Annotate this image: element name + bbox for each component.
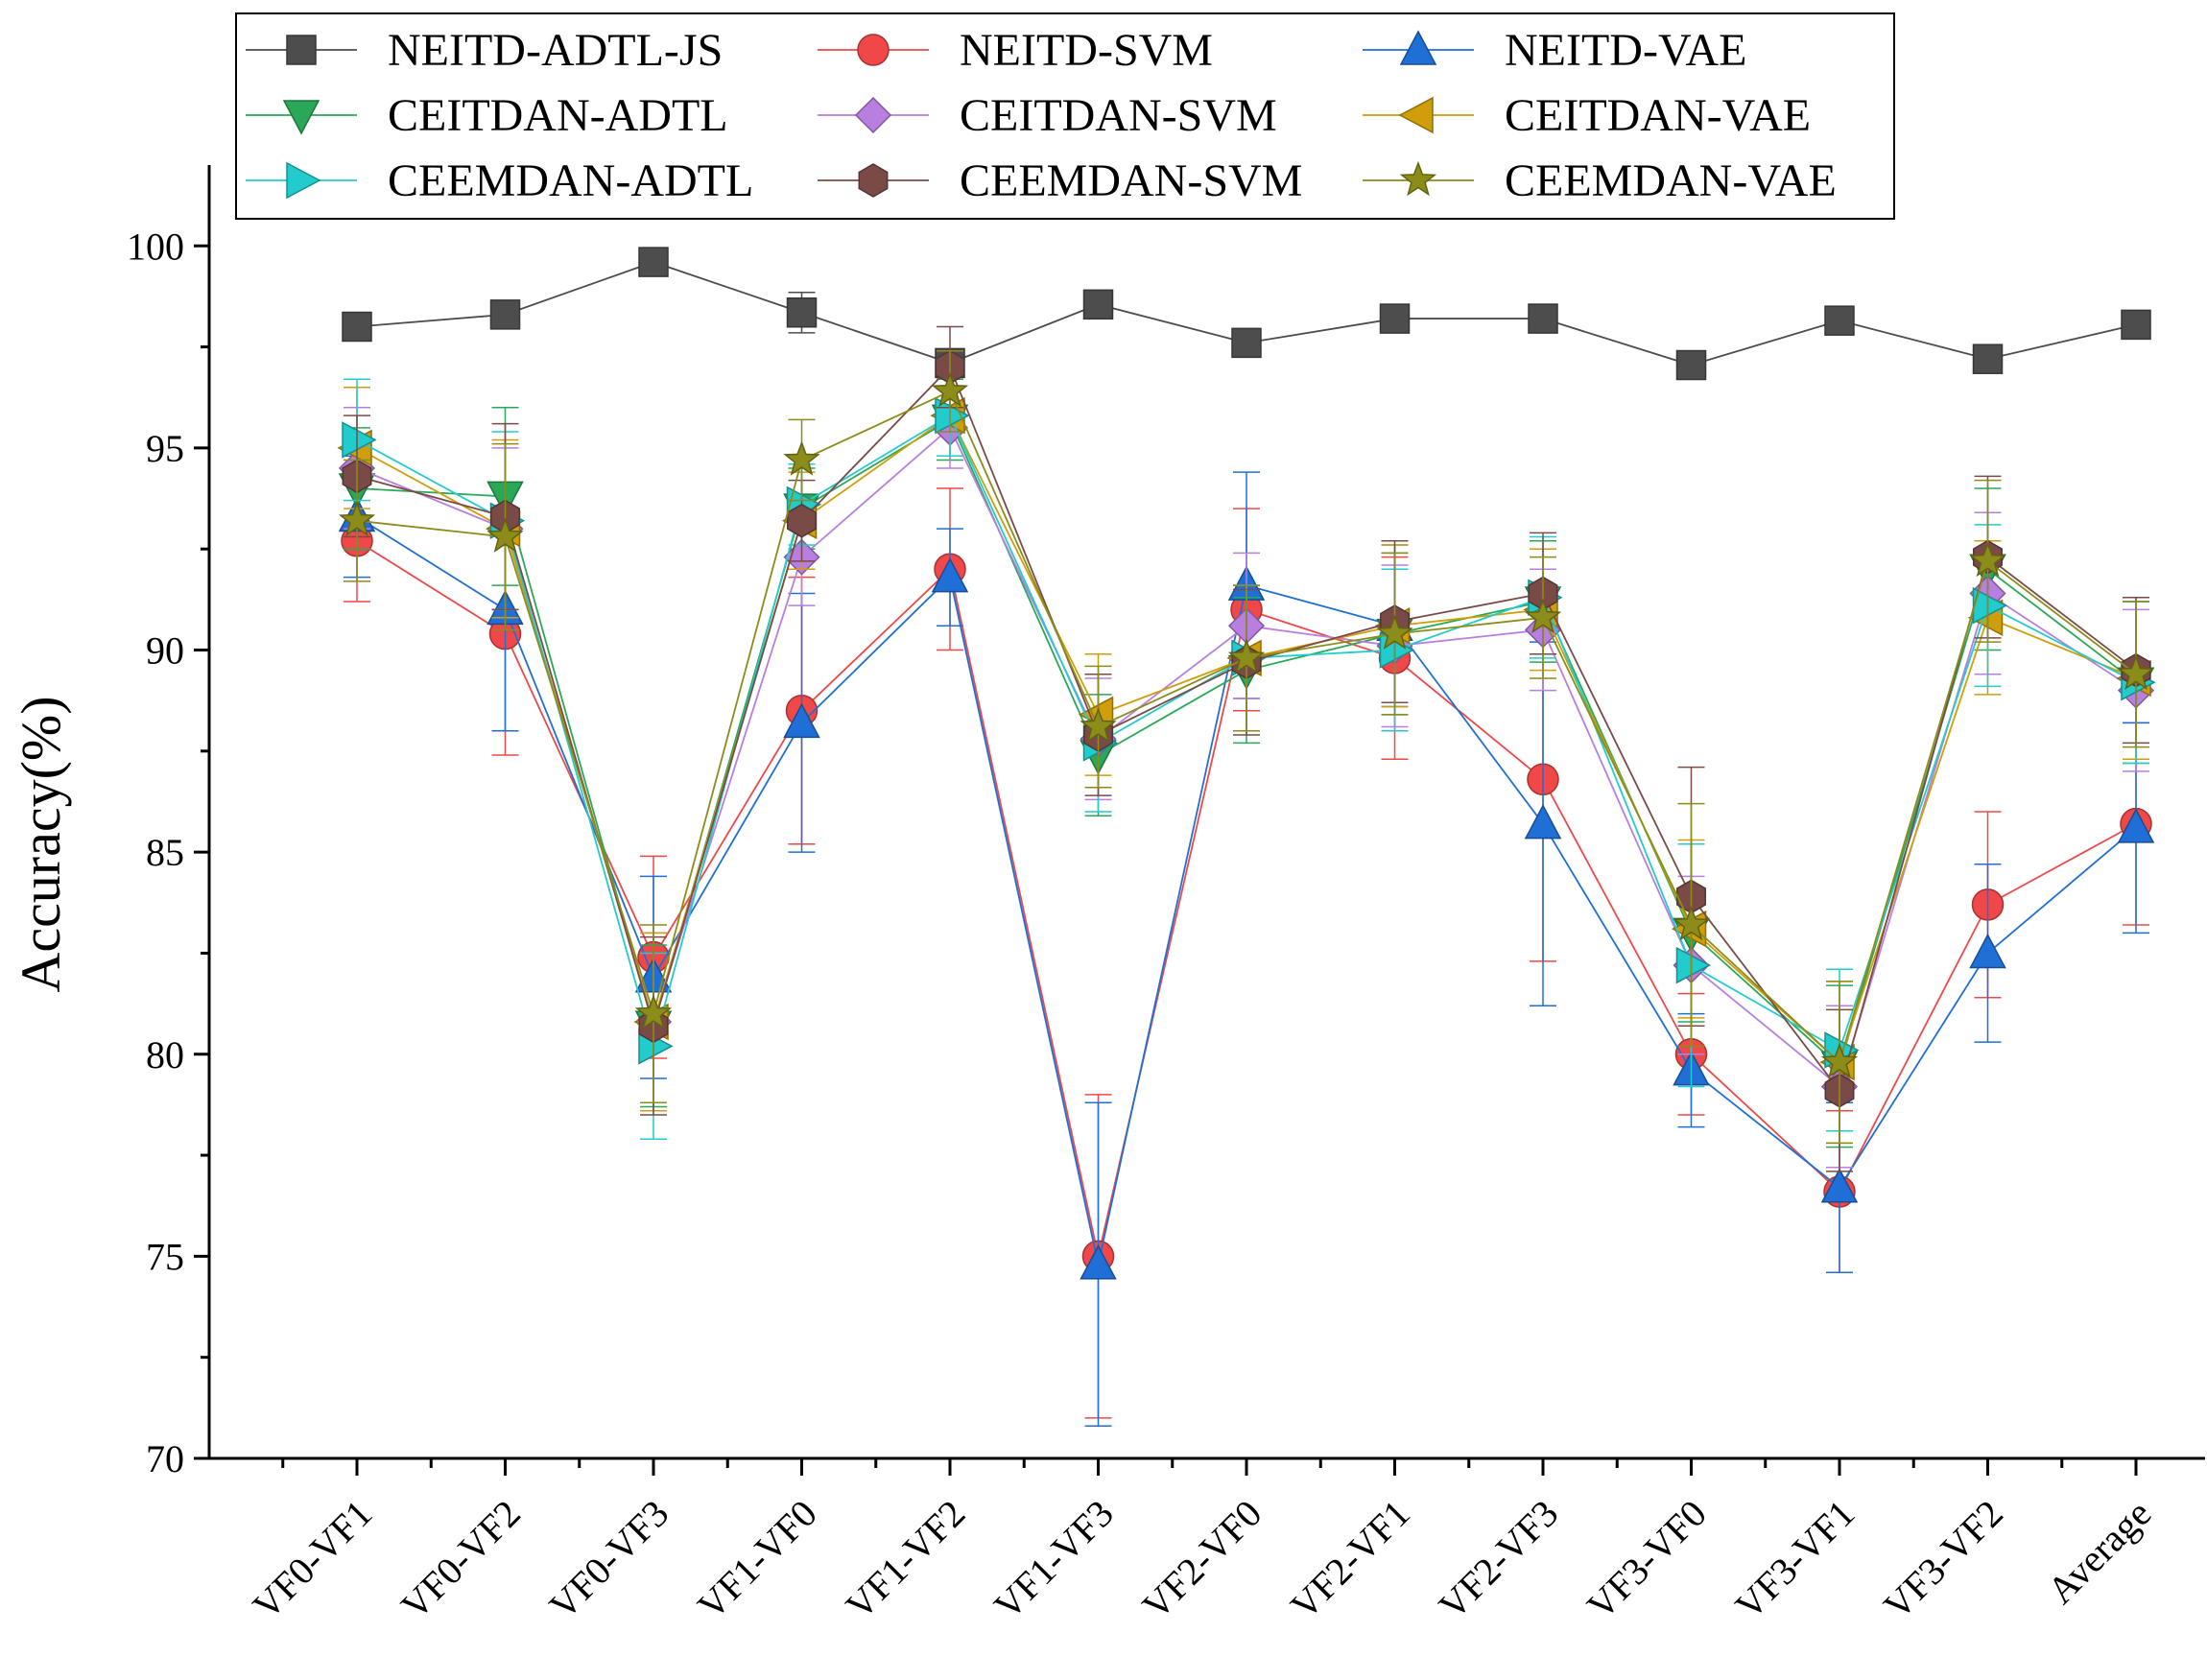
legend: NEITD-ADTL-JS NEITD-SVM NEITD-VAE CEITDAN-A… bbox=[235, 12, 1895, 220]
x-tick-label: VF2-VF0 bbox=[1134, 1492, 1270, 1628]
data-point bbox=[2117, 654, 2155, 691]
legend-label: CEEMDAN-SVM bbox=[960, 155, 1302, 206]
x-tick-label: VF3-VF0 bbox=[1578, 1492, 1715, 1628]
y-tick-label: 70 bbox=[146, 1437, 184, 1480]
data-point bbox=[342, 421, 377, 459]
legend-label: CEEMDAN-ADTL bbox=[388, 155, 753, 206]
data-point bbox=[1675, 946, 1712, 984]
legend-marker bbox=[1399, 160, 1437, 197]
y-tick-label: 75 bbox=[146, 1235, 184, 1278]
x-tick-label: VF0-VF2 bbox=[392, 1492, 529, 1628]
data-point bbox=[1376, 614, 1413, 650]
data-point bbox=[1082, 289, 1114, 320]
y-tick-label: 90 bbox=[146, 629, 184, 673]
data-point bbox=[1972, 343, 2004, 374]
data-point bbox=[1824, 305, 1855, 336]
data-point bbox=[1528, 303, 1558, 334]
data-point bbox=[786, 297, 818, 328]
data-point bbox=[638, 247, 669, 277]
data-point bbox=[342, 311, 372, 343]
x-tick-label: VF3-VF1 bbox=[1727, 1492, 1863, 1628]
data-point bbox=[1524, 598, 1562, 634]
legend-label: NEITD-ADTL-JS bbox=[388, 25, 723, 76]
data-point bbox=[783, 440, 820, 476]
legend-label: NEITD-SVM bbox=[960, 25, 1213, 76]
legend-label: CEITDAN-SVM bbox=[960, 90, 1277, 141]
legend-item-neitd-adtl-js: NEITD-ADTL-JS bbox=[246, 25, 723, 76]
legend-marker bbox=[1399, 30, 1437, 65]
legend-label: CEITDAN-ADTL bbox=[388, 90, 728, 141]
legend-item-ceemdan-vae: CEEMDAN-VAE bbox=[1363, 155, 1837, 206]
legend-marker bbox=[858, 163, 889, 198]
x-tick-label: VF0-VF1 bbox=[245, 1492, 381, 1628]
legend-item-ceemdan-adtl: CEEMDAN-ADTL bbox=[246, 155, 753, 206]
legend-item-ceitdan-adtl: CEITDAN-ADTL bbox=[246, 90, 728, 141]
data-point bbox=[1379, 303, 1411, 334]
legend-marker bbox=[854, 96, 892, 134]
data-point bbox=[486, 517, 524, 553]
x-tick-label: VF2-VF1 bbox=[1282, 1492, 1418, 1628]
x-tick-label: VF1-VF3 bbox=[985, 1492, 1122, 1628]
legend-item-ceitdan-vae: CEITDAN-VAE bbox=[1363, 90, 1811, 141]
x-tick-label: VF3-VF2 bbox=[1875, 1492, 2011, 1628]
data-point bbox=[338, 501, 376, 536]
y-tick-label: 95 bbox=[146, 427, 184, 470]
x-tick-label: VF0-VF3 bbox=[541, 1492, 677, 1628]
x-tick-label: Average bbox=[2039, 1492, 2160, 1613]
series-ceitdan-vae bbox=[337, 374, 2151, 1145]
legend-marker bbox=[286, 161, 321, 200]
legend-label: CEEMDAN-VAE bbox=[1505, 155, 1837, 206]
data-point bbox=[931, 557, 969, 593]
data-point bbox=[634, 994, 673, 1029]
data-point bbox=[1972, 586, 2008, 625]
legend-box bbox=[235, 12, 1895, 220]
legend-item-ceitdan-svm: CEITDAN-SVM bbox=[818, 90, 1277, 141]
data-point bbox=[1524, 804, 1562, 840]
data-point bbox=[931, 371, 969, 408]
y-tick-label: 85 bbox=[146, 831, 184, 874]
legend-marker bbox=[857, 34, 890, 66]
y-tick-label: 100 bbox=[127, 225, 184, 268]
x-tick-label: VF1-VF0 bbox=[689, 1492, 825, 1628]
series-neitd-adtl-js bbox=[342, 247, 2151, 381]
data-point bbox=[2121, 309, 2151, 341]
series-ceemdan-svm bbox=[342, 325, 2151, 1172]
data-point bbox=[1080, 1244, 1117, 1280]
legend-item-neitd-svm: NEITD-SVM bbox=[818, 25, 1213, 76]
series-layer bbox=[337, 247, 2156, 1428]
data-point bbox=[1820, 1168, 1859, 1203]
data-point bbox=[787, 503, 817, 538]
data-point bbox=[1675, 349, 1707, 381]
data-point bbox=[1969, 933, 2006, 969]
legend-label: CEITDAN-VAE bbox=[1505, 90, 1811, 141]
y-tick-label: 80 bbox=[146, 1033, 184, 1077]
x-tick-label: VF2-VF3 bbox=[1431, 1492, 1567, 1628]
legend-marker bbox=[1398, 96, 1434, 134]
legend-marker bbox=[282, 100, 320, 135]
data-point bbox=[1969, 541, 2006, 578]
data-point bbox=[783, 702, 820, 739]
data-point bbox=[1820, 1043, 1859, 1078]
data-point bbox=[489, 299, 521, 330]
series-ceemdan-adtl bbox=[342, 374, 2156, 1140]
data-point bbox=[2117, 808, 2155, 843]
legend-item-neitd-vae: NEITD-VAE bbox=[1363, 25, 1746, 76]
data-point bbox=[1231, 327, 1262, 359]
legend-item-ceemdan-svm: CEEMDAN-SVM bbox=[818, 155, 1302, 206]
series-ceemdan-vae bbox=[338, 350, 2155, 1145]
data-point bbox=[1673, 905, 1710, 941]
legend-marker bbox=[286, 35, 317, 65]
y-axis-title: Accuracy(%) bbox=[10, 696, 72, 992]
x-tick-label: VF1-VF2 bbox=[838, 1492, 974, 1628]
data-point bbox=[1227, 638, 1266, 674]
legend-label: NEITD-VAE bbox=[1505, 25, 1746, 76]
data-point bbox=[1080, 707, 1117, 743]
